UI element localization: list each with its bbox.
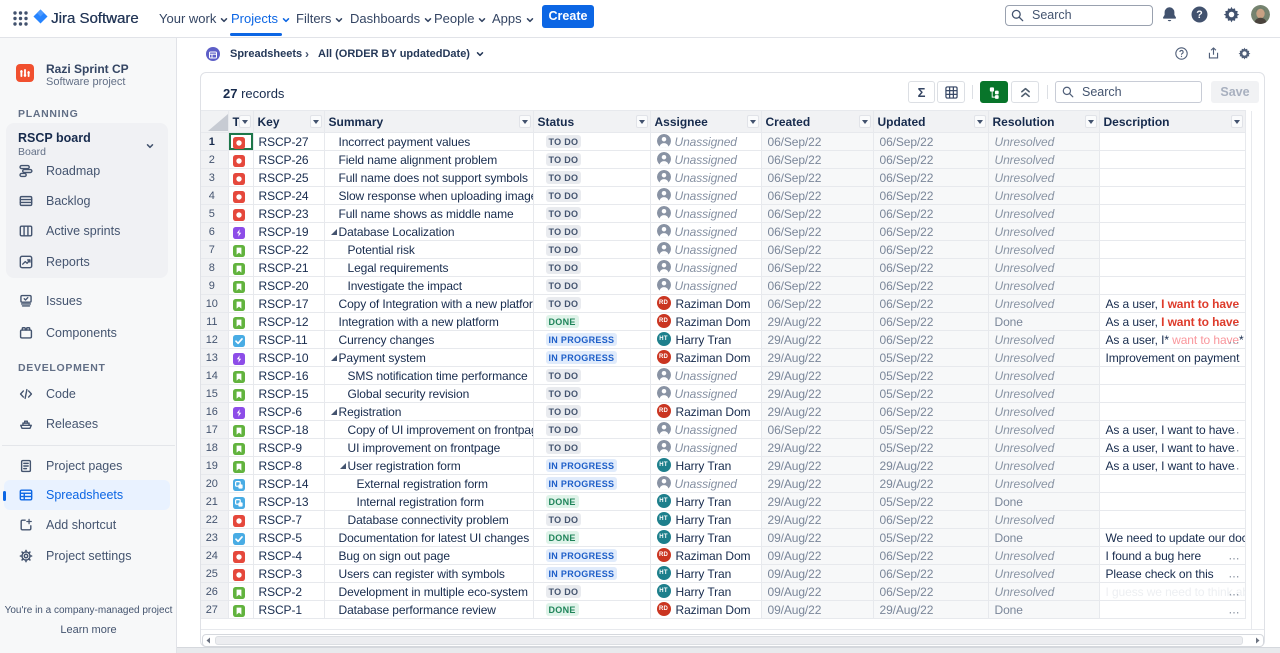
svg-text:?: ? [1196,9,1202,21]
